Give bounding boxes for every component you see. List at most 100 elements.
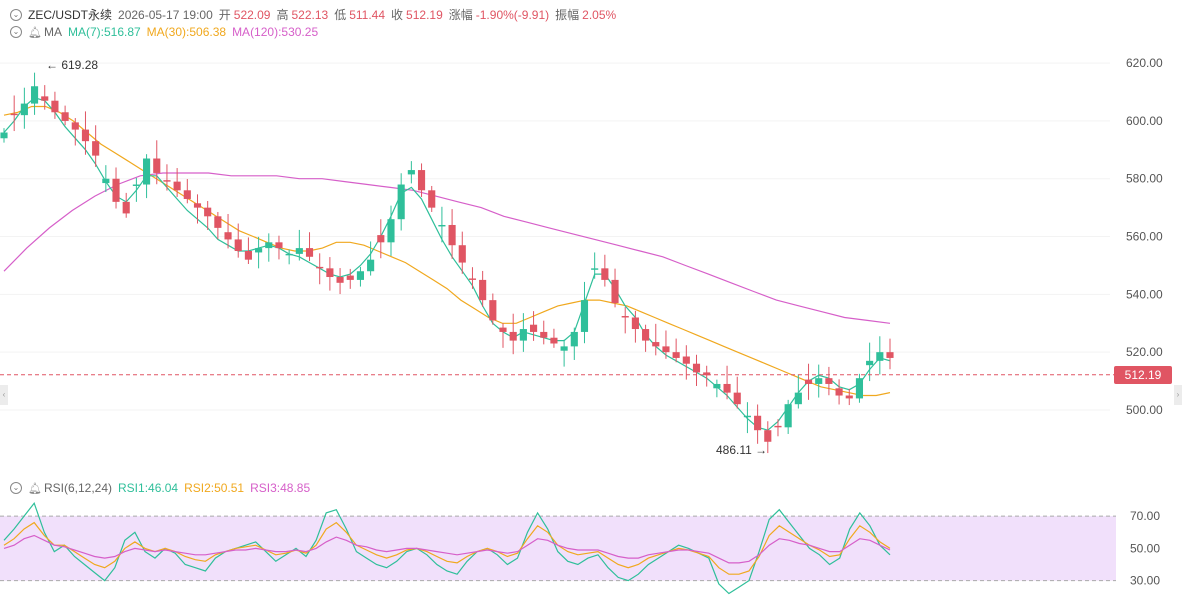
low-annotation: 486.11 →	[716, 443, 767, 457]
candle-body	[784, 404, 792, 428]
right-scroll-arrow-icon[interactable]: ›	[1174, 385, 1182, 405]
rsi-legend: ⌄ 🔔︎ RSI(6,12,24) RSI1:46.04 RSI2:50.51 …	[10, 481, 310, 495]
candle-body	[774, 425, 782, 428]
candle-body	[458, 245, 466, 263]
bell-icon[interactable]: 🔔︎	[28, 482, 42, 495]
candle-body	[866, 360, 874, 366]
candle-body	[672, 352, 680, 358]
candle-body	[489, 300, 497, 321]
candle-body	[438, 224, 446, 227]
candle-body	[377, 235, 385, 243]
candle-body	[132, 184, 140, 186]
candle-body	[81, 129, 90, 142]
candle-body	[193, 203, 202, 208]
change-label: 涨幅	[448, 8, 473, 22]
candle-body	[112, 178, 120, 202]
candle-body	[336, 277, 344, 283]
candle-body	[305, 248, 314, 257]
low-label: 低	[334, 8, 347, 22]
rsi-tick-label: 50.00	[1130, 541, 1160, 555]
high-label: 高	[276, 8, 289, 22]
candle-body	[163, 180, 171, 182]
candle-body	[794, 392, 802, 405]
candle-body	[519, 329, 527, 341]
candle-body	[122, 201, 130, 214]
candle-body	[570, 331, 578, 347]
candle-body	[601, 268, 609, 280]
candle-body	[529, 324, 538, 332]
candle-body	[407, 170, 415, 175]
high-value: 522.13	[291, 7, 329, 22]
candle-body	[550, 337, 558, 344]
ma120-value: MA(120):530.25	[232, 25, 319, 39]
candle-body	[316, 266, 324, 269]
price-tick-label: 500.00	[1126, 403, 1163, 417]
candle-body	[285, 253, 293, 256]
candle-body	[71, 122, 79, 130]
candle-body	[61, 112, 69, 121]
candle-body	[723, 383, 731, 393]
price-tick-label: 540.00	[1126, 287, 1163, 301]
candle-body	[733, 392, 741, 405]
rsi-band	[0, 516, 1116, 581]
amplitude-value: 2.05%	[582, 7, 617, 22]
candle-body	[224, 232, 232, 240]
rsi3-value: RSI3:48.85	[250, 481, 311, 495]
collapse-chevron-icon[interactable]: ⌄	[10, 8, 22, 21]
candle-body	[51, 100, 59, 113]
candle-body	[754, 415, 762, 431]
candle-body	[479, 279, 487, 301]
rsi1-line	[3, 501, 891, 595]
open-label: 开	[218, 8, 231, 22]
candle-body	[591, 268, 599, 270]
candle-body	[0, 132, 8, 139]
close-value: 512.19	[406, 7, 443, 22]
candle-body	[621, 316, 629, 318]
candle-body	[713, 383, 721, 389]
candle-body	[397, 184, 405, 220]
collapse-chevron-icon[interactable]: ⌄	[10, 26, 22, 38]
price-tick-label: 600.00	[1126, 114, 1163, 128]
close-label: 收	[391, 8, 404, 22]
price-tick-label: 580.00	[1126, 172, 1163, 186]
candle-body	[234, 239, 242, 251]
last-price-tag: 512.19	[1114, 366, 1172, 384]
change-value: -1.90%(-9.91)	[475, 7, 550, 22]
candle-body	[92, 141, 100, 156]
ma-legend: ⌄ 🔔︎ MA MA(7):516.87 MA(30):506.38 MA(12…	[10, 25, 318, 39]
rsi-label: RSI(6,12,24)	[43, 481, 113, 495]
candle-body	[275, 242, 283, 249]
candle-body	[825, 378, 833, 384]
rsi3-line	[3, 534, 891, 564]
candle-body	[886, 352, 894, 358]
candle-body	[682, 356, 690, 364]
candle-body	[255, 248, 263, 253]
ma-label: MA	[43, 25, 62, 39]
bell-icon[interactable]: 🔔︎	[28, 26, 42, 39]
rsi2-value: RSI2:50.51	[184, 481, 245, 495]
rsi-tick-label: 30.00	[1130, 574, 1160, 588]
left-scroll-arrow-icon[interactable]: ‹	[0, 385, 8, 405]
candle-body	[876, 352, 884, 361]
candle-body	[509, 331, 517, 341]
collapse-chevron-icon[interactable]: ⌄	[10, 482, 22, 494]
candle-body	[692, 363, 701, 373]
candle-body	[428, 190, 436, 208]
candle-body	[631, 317, 639, 330]
candle-body	[204, 207, 212, 217]
candle-body	[153, 158, 161, 173]
candle-body	[540, 331, 548, 338]
open-value: 522.09	[233, 7, 271, 22]
candle-body	[244, 251, 252, 260]
candle-body	[764, 430, 772, 442]
candle-body	[845, 395, 853, 399]
candle-body	[652, 342, 660, 347]
low-value: 511.44	[349, 7, 386, 22]
candle-body	[356, 271, 365, 280]
candle-body	[173, 181, 181, 191]
candle-body	[468, 278, 477, 280]
datetime: 2026-05-17 19:00	[118, 7, 213, 22]
rsi-tick-label: 70.00	[1130, 509, 1160, 523]
